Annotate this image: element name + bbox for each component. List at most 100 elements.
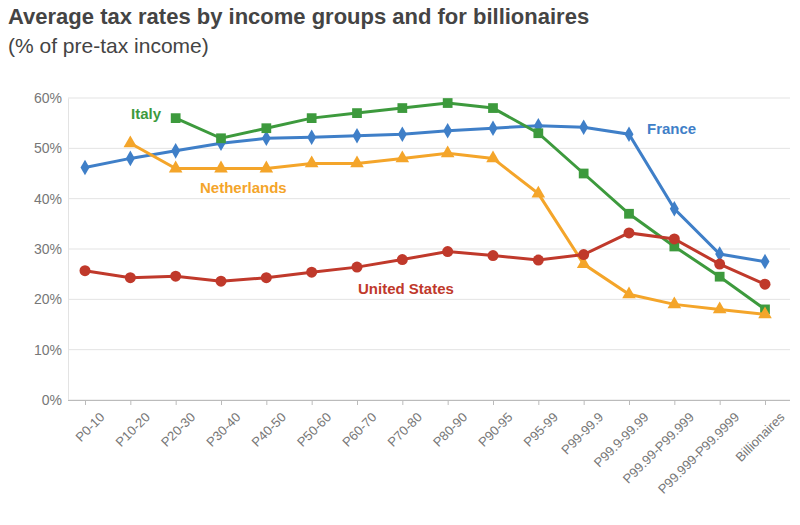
series-marker xyxy=(579,169,589,179)
x-tick: P80-90 xyxy=(430,400,470,450)
x-tick-mark xyxy=(538,400,539,405)
series-marker xyxy=(761,254,770,270)
x-tick-mark xyxy=(674,400,675,405)
series-label: France xyxy=(647,120,696,137)
series-marker xyxy=(171,113,181,123)
series-marker xyxy=(443,123,452,139)
series-marker xyxy=(305,156,319,168)
x-tick-label: P60-70 xyxy=(339,409,379,449)
series-marker xyxy=(670,201,679,217)
series-marker xyxy=(441,146,455,158)
series-marker xyxy=(714,259,725,270)
y-tick-label: 40% xyxy=(34,191,62,207)
series-marker xyxy=(442,246,453,257)
series-marker xyxy=(489,120,498,136)
series-marker xyxy=(307,113,317,123)
x-tick: Billionaires xyxy=(732,400,787,465)
plot-area xyxy=(80,98,772,318)
series-marker xyxy=(488,103,498,113)
series-marker xyxy=(715,272,725,282)
series-marker xyxy=(353,128,362,144)
series-marker xyxy=(126,151,135,167)
grid-line xyxy=(68,198,790,199)
x-tick-mark xyxy=(493,400,494,405)
x-tick-mark xyxy=(221,400,222,405)
series-marker xyxy=(171,143,180,159)
x-tick-mark xyxy=(448,400,449,405)
series-label: United States xyxy=(358,280,454,297)
y-tick: 0% xyxy=(42,392,68,408)
x-tick-label: P10-20 xyxy=(113,409,153,449)
y-tick: 50% xyxy=(34,140,68,156)
x-tick: P10-20 xyxy=(113,400,153,450)
series-marker xyxy=(443,98,453,108)
series-marker xyxy=(624,227,635,238)
series-marker xyxy=(533,128,543,138)
x-tick-mark xyxy=(130,400,131,405)
series-marker xyxy=(350,156,364,168)
series-line xyxy=(85,233,765,284)
series-marker xyxy=(260,161,274,173)
y-tick: 10% xyxy=(34,342,68,358)
series-marker xyxy=(760,279,771,290)
series-marker xyxy=(668,297,682,309)
series-marker xyxy=(307,129,316,145)
y-axis: 0%10%20%30%40%50%60% xyxy=(34,90,69,408)
x-tick-mark xyxy=(629,400,630,405)
series-marker xyxy=(170,271,181,282)
x-tick-label: P20-30 xyxy=(158,409,198,449)
series-marker xyxy=(306,267,317,278)
x-tick: P99-99.9 xyxy=(558,400,606,457)
x-tick: P20-30 xyxy=(158,400,198,450)
x-tick: P50-60 xyxy=(294,400,334,450)
series-marker xyxy=(532,186,546,198)
y-tick-label: 30% xyxy=(34,241,62,257)
y-axis-line xyxy=(68,99,69,401)
series-labels: France Italy Netherlands United States xyxy=(131,105,696,297)
y-tick: 60% xyxy=(34,90,68,106)
x-tick: P99.999-P99.9999 xyxy=(655,400,742,497)
series-marker xyxy=(81,160,90,176)
y-tick: 30% xyxy=(34,241,68,257)
x-tick: P0-10 xyxy=(72,400,107,445)
series-label: Italy xyxy=(131,105,162,122)
series-label: Netherlands xyxy=(200,179,287,196)
series-marker xyxy=(713,302,727,314)
series-marker xyxy=(396,151,410,163)
x-tick: P30-40 xyxy=(203,400,243,450)
x-tick-label: P70-80 xyxy=(385,409,425,449)
x-tick-mark xyxy=(266,400,267,405)
grid xyxy=(68,98,790,400)
series-marker xyxy=(488,250,499,261)
x-tick-mark xyxy=(85,400,86,405)
x-tick-label: P90-95 xyxy=(475,409,515,449)
x-tick-label: P95-99 xyxy=(521,409,561,449)
series-marker xyxy=(352,108,362,118)
series-marker xyxy=(261,123,271,133)
x-tick-mark xyxy=(584,400,585,405)
series-marker xyxy=(758,307,772,319)
x-tick-mark xyxy=(312,400,313,405)
grid-line xyxy=(68,249,790,250)
series-line xyxy=(176,103,765,309)
series-marker xyxy=(80,265,91,276)
x-tick: P95-99 xyxy=(521,400,561,450)
y-tick: 40% xyxy=(34,191,68,207)
x-tick-mark xyxy=(765,400,766,405)
series-marker xyxy=(352,262,363,273)
x-tick-label: P40-50 xyxy=(249,409,289,449)
y-tick-label: 60% xyxy=(34,90,62,106)
x-tick-label: P99.999-P99.9999 xyxy=(655,409,742,496)
series-marker xyxy=(398,126,407,142)
series-marker xyxy=(486,151,500,163)
y-tick-label: 50% xyxy=(34,140,62,156)
series-marker xyxy=(169,161,183,173)
series-marker xyxy=(669,233,680,244)
x-tick-mark xyxy=(402,400,403,405)
grid-line xyxy=(68,299,790,300)
series-marker xyxy=(261,272,272,283)
series-marker xyxy=(216,133,226,143)
y-tick-label: 10% xyxy=(34,342,62,358)
subtitle: (% of pre-tax income) xyxy=(8,34,209,57)
x-tick-mark xyxy=(720,400,721,405)
